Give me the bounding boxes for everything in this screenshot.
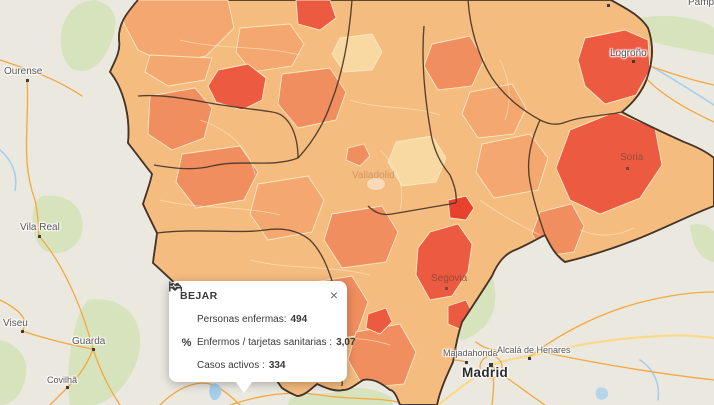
city-label-guarda: Guarda [72,336,106,347]
city-marker [26,79,29,82]
city-marker [607,4,610,7]
city-label-segovia: Segovia [431,273,468,284]
city-marker [489,363,493,367]
stat-row-sick: Personas enfermas: 494 [169,281,336,325]
city-label-madrid: Madrid [462,365,509,380]
stat-label: Enfermos / tarjetas sanitarias : [197,337,333,348]
small-lakes [209,383,609,401]
city-marker [66,386,69,389]
city-label-alcala: Alcalá de Henares [497,345,571,355]
city-label-vila-real: Vila Real [20,222,60,233]
valladolid-urban-area [367,178,385,190]
city-marker [626,167,629,170]
city-label-logrono: Logroño [610,48,647,59]
info-popup: BEJAR × Personas enfermas: 494 % Enfermo… [169,281,356,393]
city-label-majadahonda: Majadahonda [443,348,498,358]
city-label-covilha: Covilhã [47,375,78,385]
city-marker [465,361,468,364]
city-marker [92,348,95,351]
close-icon[interactable]: × [329,287,338,303]
municipality-polygons[interactable] [120,0,663,389]
stat-row-active: Casos activos : 334 [170,282,336,371]
city-marker [445,287,448,290]
stat-row-rate: % Enfermos / tarjetas sanitarias : 3,07 [180,336,356,349]
city-label-viseu: Viseu [3,318,28,329]
percent-icon: % [181,336,192,349]
popup-title: BEJAR [180,290,218,302]
stat-value: 494 [290,314,308,325]
city-label-ourense: Ourense [4,66,43,77]
stat-value: 334 [268,360,286,371]
city-label-pamplona: Pamplona [688,0,714,8]
city-marker [38,235,41,238]
stat-label: Casos activos : [197,360,265,371]
roads [0,17,714,405]
city-marker [632,60,635,63]
city-marker [21,330,24,333]
city-label-soria: Soria [620,152,644,163]
stat-label: Personas enfermas: [197,314,287,325]
stat-value: 3,07 [336,337,356,348]
city-label-valladolid: Valladolid [352,170,395,181]
region-border-line [109,0,714,405]
city-marker [528,357,531,360]
